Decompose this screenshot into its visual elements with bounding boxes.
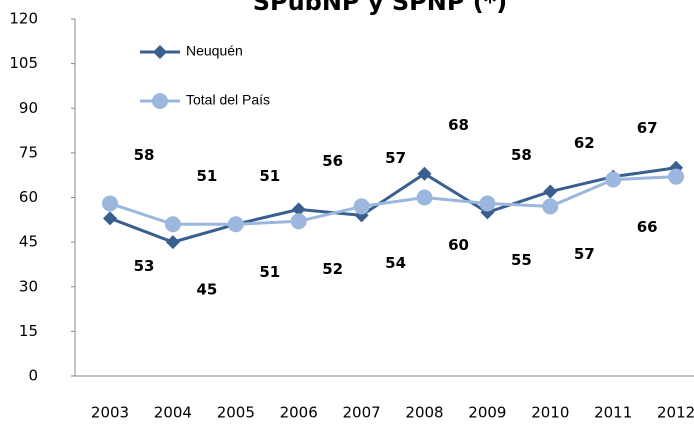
data-label: 66: [637, 218, 658, 236]
x-tick-label: 2010: [531, 404, 569, 422]
data-label: 51: [259, 167, 280, 185]
y-tick-label: 30: [19, 277, 38, 295]
data-label: 57: [574, 245, 595, 263]
data-point: [164, 216, 181, 233]
data-point: [479, 195, 496, 212]
x-tick-label: 2004: [154, 404, 192, 422]
data-label: 68: [448, 116, 469, 134]
x-tick-label: 2011: [594, 404, 632, 422]
data-point: [542, 198, 559, 215]
x-tick-label: 2007: [343, 404, 381, 422]
y-tick-label: 105: [9, 54, 38, 72]
data-point: [227, 216, 244, 233]
data-label: 51: [259, 263, 280, 281]
x-tick-label: 2012: [657, 404, 694, 422]
y-tick-label: 15: [19, 322, 38, 340]
data-point: [290, 213, 307, 230]
data-point: [417, 166, 432, 181]
legend-marker: [153, 45, 167, 59]
data-label: 55: [511, 251, 532, 269]
y-tick-label: 45: [19, 233, 38, 251]
data-label: 67: [637, 119, 658, 137]
x-tick-label: 2009: [468, 404, 506, 422]
data-point: [103, 211, 117, 226]
x-tick-label: 2008: [405, 404, 443, 422]
data-label: 52: [322, 260, 343, 278]
data-point: [668, 168, 685, 185]
chart-title: SPubNP y SPNP (*): [253, 0, 508, 16]
series-line: [109, 175, 677, 226]
data-label: 53: [134, 257, 155, 275]
legend-marker: [152, 93, 168, 109]
data-point: [605, 171, 622, 188]
y-tick-label: 60: [19, 188, 38, 206]
x-tick-label: 2006: [280, 404, 318, 422]
y-tick-label: 120: [9, 10, 38, 28]
legend-label: Neuquén: [186, 43, 243, 59]
data-point: [543, 184, 558, 199]
y-tick-label: 90: [19, 99, 38, 117]
data-label: 60: [448, 236, 469, 254]
data-point: [102, 195, 118, 212]
y-tick-label: 75: [19, 143, 38, 161]
data-label: 45: [196, 281, 217, 299]
legend-label: Total del País: [186, 92, 270, 108]
y-tick-label: 0: [28, 367, 38, 385]
x-tick-label: 2003: [91, 404, 129, 422]
x-tick-label: 2005: [217, 404, 255, 422]
data-label: 62: [574, 134, 595, 152]
data-point: [165, 235, 180, 250]
data-label: 51: [196, 167, 217, 185]
data-point: [416, 189, 433, 206]
data-label: 54: [385, 254, 406, 272]
data-point: [291, 202, 306, 217]
data-point: [353, 198, 370, 215]
series-line: [109, 166, 677, 244]
data-label: 58: [134, 146, 155, 164]
data-label: 58: [511, 146, 532, 164]
data-label: 57: [385, 149, 406, 167]
data-label: 56: [322, 152, 343, 170]
